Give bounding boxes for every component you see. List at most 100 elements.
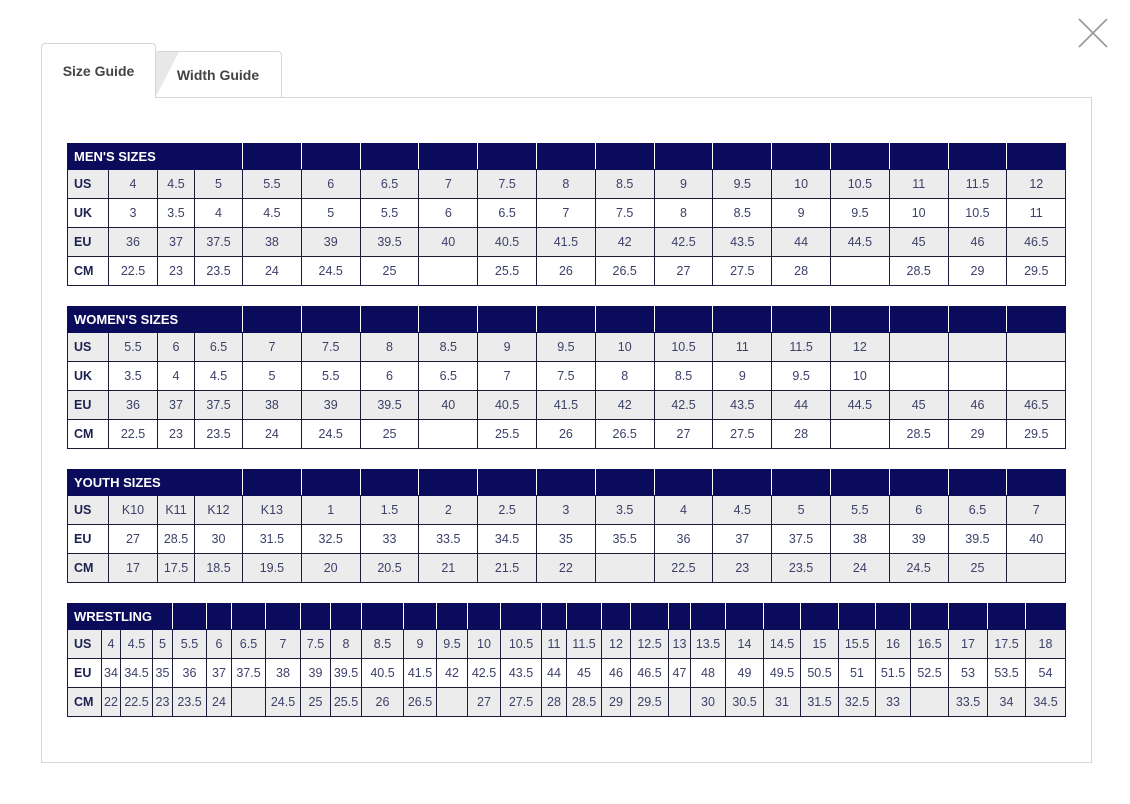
size-cell: 42.5 <box>653 227 714 257</box>
size-cell: 42 <box>594 390 655 420</box>
size-cell: 26 <box>536 419 596 449</box>
tab-size-guide[interactable]: Size Guide <box>41 43 156 98</box>
row-label: CM <box>67 256 109 286</box>
size-cell: 7.5 <box>594 198 655 228</box>
size-cell: 8.5 <box>418 332 479 362</box>
size-cell: 28 <box>771 419 831 449</box>
close-icon[interactable] <box>1077 17 1109 49</box>
size-cell: 10 <box>830 361 890 391</box>
size-cell: 17.5 <box>987 629 1026 659</box>
size-cell: 37 <box>712 524 773 554</box>
header-cell <box>418 306 479 333</box>
header-cell <box>601 603 631 630</box>
size-cell: 36 <box>108 390 158 420</box>
tab-width-guide[interactable]: Width Guide <box>155 51 282 97</box>
row-label: UK <box>67 198 109 228</box>
size-cell: 27 <box>653 419 714 449</box>
size-cell: K11 <box>157 495 195 525</box>
table-title: WRESTLING <box>67 603 173 630</box>
size-cell: 3 <box>535 495 596 525</box>
size-cell: 11 <box>888 169 949 199</box>
size-cell: 1 <box>300 495 361 525</box>
size-cell: 29.5 <box>630 687 669 717</box>
size-cell: 29 <box>947 256 1008 286</box>
header-cell <box>172 603 207 630</box>
size-cell: 34.5 <box>1025 687 1066 717</box>
size-cell: 5 <box>152 629 173 659</box>
header-cell <box>771 469 831 496</box>
size-cell: 23.5 <box>172 687 207 717</box>
size-cell: 25 <box>359 256 420 286</box>
size-cell <box>830 419 890 449</box>
size-cell: 31 <box>763 687 801 717</box>
size-cell: 33.5 <box>948 687 988 717</box>
size-cell: 6 <box>888 495 949 525</box>
size-cell: 32.5 <box>838 687 876 717</box>
header-cell <box>771 143 831 170</box>
size-cell <box>829 256 890 286</box>
header-cell <box>653 143 714 170</box>
size-cell: 5.5 <box>108 332 158 362</box>
size-cell <box>418 256 479 286</box>
size-cell: 40.5 <box>477 227 537 257</box>
size-cell: 12 <box>601 629 631 659</box>
header-cell <box>830 306 890 333</box>
size-cell: 46 <box>947 227 1008 257</box>
youth-size-table: YOUTH SIZES US K10 K11 K12 K13 1 1.5 2 2.5 3 3.5 4 4.… <box>67 469 1067 583</box>
size-cell: 25.5 <box>477 419 538 449</box>
tab-label: Size Guide <box>62 63 135 79</box>
size-cell: 46.5 <box>630 658 669 688</box>
header-cell <box>467 603 501 630</box>
size-cell: 37 <box>157 390 195 420</box>
header-cell <box>668 603 691 630</box>
size-cell: 39.5 <box>330 658 362 688</box>
row-label: US <box>67 169 109 199</box>
size-cell: 33 <box>875 687 911 717</box>
size-cell <box>947 332 1008 362</box>
size-cell: 4 <box>193 198 244 228</box>
size-cell: 10.5 <box>500 629 542 659</box>
size-cell: 23.5 <box>193 419 244 449</box>
size-cell: 11 <box>541 629 567 659</box>
size-cell: 24.5 <box>265 687 301 717</box>
table-row-us: US 5.5 6 6.5 7 7.5 8 8.5 9 9.5 10 10.5 11 11.5 12 <box>67 332 1067 362</box>
size-cell: 37 <box>206 658 232 688</box>
size-cell: 11 <box>1006 198 1067 228</box>
size-cell: 6.5 <box>231 629 266 659</box>
header-cell <box>947 469 1008 496</box>
size-cell: 7 <box>1006 495 1067 525</box>
size-cell: 20 <box>300 553 361 583</box>
header-cell <box>948 603 988 630</box>
header-cell <box>535 469 596 496</box>
size-cell: 9 <box>771 198 831 228</box>
size-cell: 8 <box>536 169 596 199</box>
size-cell: 17 <box>948 629 988 659</box>
size-cell: 11.5 <box>947 169 1008 199</box>
size-cell: 44.5 <box>829 227 890 257</box>
size-cell: 4.5 <box>120 629 153 659</box>
size-cell <box>594 553 655 583</box>
header-cell <box>541 603 567 630</box>
size-cell: 27 <box>108 524 158 554</box>
size-cell: 28.5 <box>888 256 949 286</box>
size-cell: 23 <box>157 256 195 286</box>
size-cell: 9.5 <box>712 169 773 199</box>
size-cell: 9 <box>477 332 538 362</box>
size-cell: 10.5 <box>829 169 890 199</box>
size-cell: 4 <box>101 629 121 659</box>
row-label: UK <box>67 361 109 391</box>
header-cell <box>1006 469 1067 496</box>
size-cell: 28.5 <box>566 687 602 717</box>
header-cell <box>888 469 949 496</box>
size-cell: 24 <box>829 553 890 583</box>
size-cell: 12.5 <box>630 629 669 659</box>
size-cell: 45 <box>888 227 949 257</box>
size-cell: 4 <box>653 495 714 525</box>
table-row-us: US 4 4.5 5 5.5 6 6.5 7 7.5 8 8.5 9 9.5 10 10.5 11 11.5 12… <box>67 629 1066 659</box>
size-cell: K10 <box>108 495 158 525</box>
size-cell: 14 <box>725 629 764 659</box>
header-cell <box>265 603 301 630</box>
size-cell: 36 <box>108 227 158 257</box>
header-cell <box>359 469 420 496</box>
size-cell: 8 <box>359 332 420 362</box>
